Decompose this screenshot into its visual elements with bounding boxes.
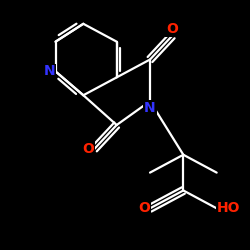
Text: N: N — [144, 101, 156, 115]
Text: HO: HO — [217, 201, 240, 215]
Text: O: O — [82, 142, 94, 156]
Text: O: O — [166, 22, 178, 36]
Text: O: O — [138, 201, 150, 215]
Text: N: N — [44, 64, 56, 78]
